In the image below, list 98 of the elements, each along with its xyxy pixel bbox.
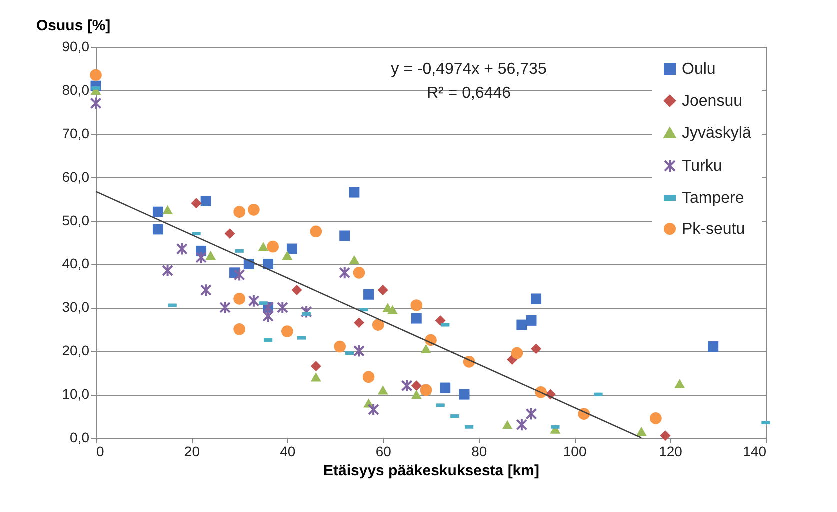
x-tick-label: 100 — [563, 444, 587, 460]
legend-label: Pk-seutu — [682, 221, 746, 238]
point — [526, 407, 538, 421]
point — [162, 205, 174, 214]
point — [353, 344, 365, 358]
y-tick-label: 60,0 — [62, 168, 90, 185]
point — [248, 204, 260, 216]
x-tick-label: 20 — [184, 444, 200, 460]
point — [292, 285, 302, 296]
point — [411, 313, 422, 324]
point — [459, 389, 470, 400]
point — [267, 240, 279, 253]
point — [191, 198, 202, 209]
y-tick-label: 50,0 — [62, 212, 90, 228]
point — [310, 361, 322, 372]
x-tick-label: 120 — [659, 444, 683, 460]
x-tick-label: 0 — [96, 444, 104, 460]
point — [354, 318, 364, 328]
point — [310, 226, 322, 238]
point — [368, 403, 380, 416]
legend-label: Jyväskylä — [682, 125, 752, 142]
point — [152, 206, 164, 218]
point — [526, 315, 537, 326]
point — [387, 305, 398, 314]
point — [234, 323, 246, 336]
point — [708, 342, 719, 352]
point — [263, 258, 274, 270]
point — [276, 300, 288, 314]
point — [364, 289, 374, 300]
y-tick-label: 90,0 — [62, 38, 90, 54]
point — [196, 251, 208, 264]
point — [90, 96, 102, 110]
point — [531, 344, 542, 354]
x-tick-label: 60 — [376, 444, 392, 460]
point — [435, 315, 446, 326]
point — [234, 268, 246, 282]
point — [258, 242, 269, 252]
point — [372, 319, 384, 331]
x-tick-label: 80 — [472, 444, 488, 460]
point — [176, 242, 188, 256]
point — [282, 250, 293, 260]
point — [206, 250, 216, 260]
x-tick-label: 40 — [280, 444, 296, 460]
point — [234, 206, 246, 218]
y-axis-title: Osuus [%] — [36, 18, 111, 34]
point — [349, 255, 360, 264]
point — [502, 420, 513, 430]
point — [262, 310, 274, 324]
y-tick-label: 80,0 — [62, 82, 90, 98]
annotation: R² = 0,6446 — [426, 85, 512, 102]
point — [334, 340, 346, 353]
point — [411, 380, 422, 392]
point — [660, 430, 671, 442]
point — [636, 426, 647, 436]
point — [248, 294, 260, 308]
point — [300, 305, 312, 319]
point — [200, 284, 212, 297]
point — [378, 285, 388, 296]
x-axis-title: Etäisyys pääkeskuksesta [km] — [324, 462, 540, 480]
y-tick-label: 70,0 — [62, 125, 90, 142]
point — [310, 372, 322, 382]
legend-label: Joensuu — [682, 93, 742, 110]
point — [200, 196, 212, 206]
point — [286, 244, 298, 254]
annotation: y = -0,4974x + 56,735 — [391, 61, 547, 78]
point — [282, 326, 294, 338]
point — [674, 379, 686, 388]
point — [516, 418, 528, 432]
y-tick-label: 20,0 — [62, 342, 90, 359]
point — [90, 69, 102, 82]
point — [516, 320, 528, 330]
point — [440, 382, 451, 394]
y-tick-label: 0,0 — [70, 430, 90, 446]
point — [339, 266, 351, 280]
point — [420, 344, 432, 354]
point — [340, 230, 350, 242]
y-tick-label: 30,0 — [62, 299, 90, 316]
point — [219, 300, 231, 314]
point — [353, 267, 366, 279]
x-tick-label: 140 — [743, 444, 767, 460]
point — [401, 379, 413, 393]
point — [411, 390, 422, 400]
legend-label: Tampere — [682, 190, 744, 207]
point — [650, 412, 662, 424]
point — [531, 294, 542, 304]
y-tick-label: 40,0 — [62, 256, 90, 272]
point — [378, 386, 388, 395]
point — [152, 224, 164, 235]
point — [511, 347, 524, 360]
legend-label: Turku — [682, 158, 722, 175]
legend-label: Oulu — [682, 61, 716, 78]
y-tick-label: 10,0 — [62, 386, 90, 402]
point — [362, 371, 375, 384]
point — [234, 293, 246, 305]
point — [349, 187, 360, 198]
point — [410, 300, 423, 312]
point — [162, 264, 174, 278]
point — [224, 228, 236, 240]
